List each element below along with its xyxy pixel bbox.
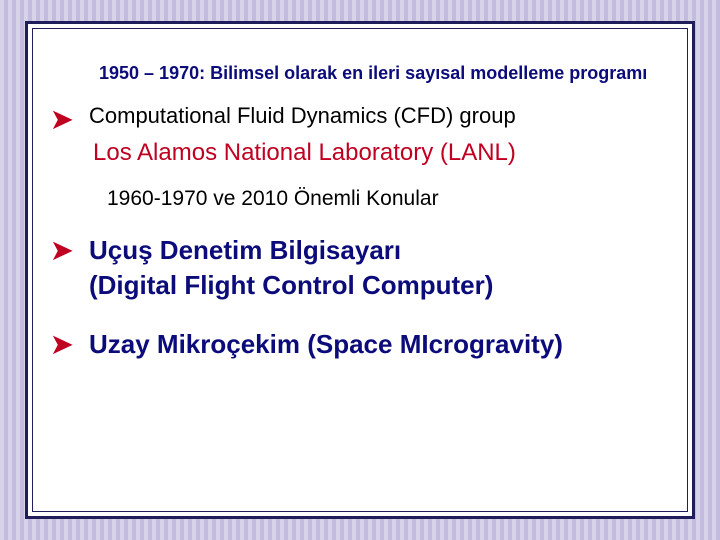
space-microgravity-text: Uzay Mikroçekim (Space MIcrogravity): [89, 327, 669, 362]
flight-computer-line1: Uçuş Denetim Bilgisayarı: [89, 233, 669, 268]
flight-computer-line2: (Digital Flight Control Computer): [89, 268, 669, 303]
bullet-flight-computer: ➤ Uçuş Denetim Bilgisayarı (Digital Flig…: [51, 233, 669, 303]
arrow-icon: ➤: [51, 104, 89, 135]
heading-1960-1970-2010: 1960-1970 ve 2010 Önemli Konular: [107, 187, 669, 211]
arrow-icon: ➤: [51, 235, 89, 266]
arrow-icon: ➤: [51, 329, 89, 360]
bullet-space-microgravity: ➤ Uzay Mikroçekim (Space MIcrogravity): [51, 327, 669, 362]
heading-period-1950-1970: 1950 – 1970: Bilimsel olarak en ileri sa…: [99, 63, 669, 84]
outer-frame: 1950 – 1970: Bilimsel olarak en ileri sa…: [25, 21, 695, 519]
cfd-group-text: Computational Fluid Dynamics (CFD) group: [89, 102, 669, 131]
inner-frame: 1950 – 1970: Bilimsel olarak en ileri sa…: [32, 28, 688, 512]
lanl-text: Los Alamos National Laboratory (LANL): [93, 139, 669, 167]
bullet-cfd: ➤ Computational Fluid Dynamics (CFD) gro…: [51, 102, 669, 135]
